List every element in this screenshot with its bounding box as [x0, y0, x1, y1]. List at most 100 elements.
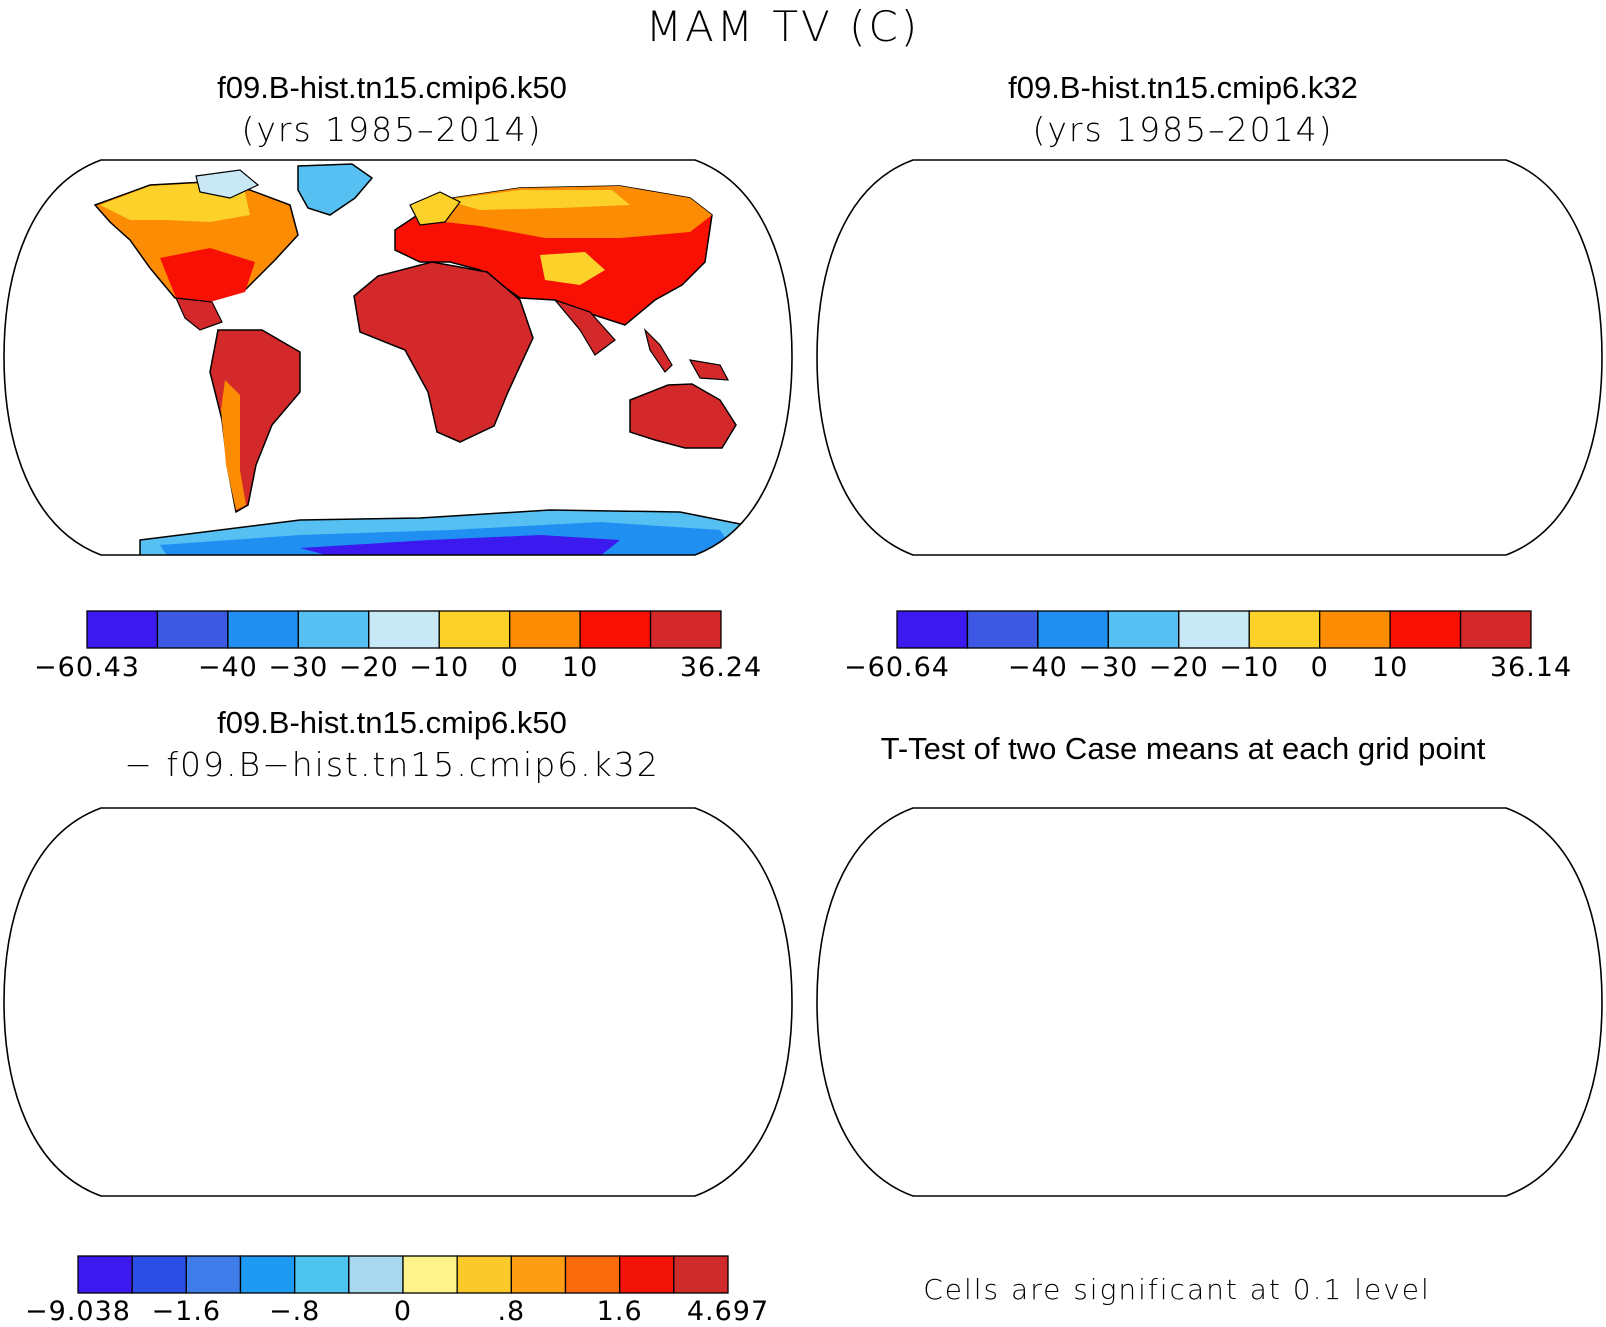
colorbar-case2	[896, 610, 1532, 649]
colorbar-swatch	[579, 610, 652, 649]
continent-australia	[1442, 384, 1548, 448]
greenland	[318, 812, 365, 838]
panel-subtitle-diff: − f09.B−hist.tn15.cmip6.k32	[124, 745, 660, 784]
colorbar-tick-label: −1.6	[151, 1296, 222, 1327]
colorbar-tick-label: .8	[497, 1296, 526, 1327]
colorbar-tick-label: −60.43	[34, 652, 140, 683]
colorbar-swatch	[368, 610, 440, 649]
continent-antarctica	[140, 1158, 760, 1218]
map-frame	[816, 159, 1603, 556]
colorbar-swatch	[673, 1255, 729, 1294]
colorbar-swatch	[156, 610, 229, 649]
colorbar-swatch	[1107, 610, 1180, 649]
colorbar-swatch	[297, 610, 370, 649]
colorbar-tick-label: 36.24	[679, 652, 763, 683]
continent-north-america	[95, 830, 298, 978]
colorbar-tick-label: 36.14	[1489, 652, 1573, 683]
continent-antarctica	[952, 1158, 1572, 1218]
colorbar-swatch	[966, 610, 1039, 649]
colorbar-swatch	[509, 610, 581, 649]
colorbar-swatch	[1389, 610, 1462, 649]
colorbar-swatch	[896, 610, 969, 649]
colorbar-tick-label: 4.697	[686, 1296, 770, 1327]
panel-subtitle-case1: (yrs 1985–2014)	[241, 110, 543, 149]
colorbar-tick-label: −20	[1148, 652, 1209, 683]
map-case2	[816, 159, 1603, 570]
continent-australia	[629, 383, 737, 449]
panel-title-diff: f09.B-hist.tn15.cmip6.k50	[217, 705, 567, 740]
continent-africa	[353, 261, 534, 443]
colorbar-tick-label: 10	[561, 652, 599, 683]
map-frame	[3, 807, 793, 1197]
colorbar-swatch	[649, 610, 722, 649]
map-ttest	[816, 807, 1603, 1218]
colorbar-tick-label: 0	[393, 1296, 413, 1327]
continent-eurasia	[1207, 186, 1524, 355]
continent-north-america	[907, 182, 1110, 330]
colorbar-swatch	[1037, 610, 1109, 649]
colorbar-swatch	[131, 1255, 187, 1294]
colorbar-tick-label: −40	[197, 652, 258, 683]
map-frame	[816, 807, 1603, 1197]
colorbar-swatch	[1319, 610, 1391, 649]
greenland	[1110, 164, 1184, 215]
colorbar-swatch	[619, 1255, 675, 1294]
continent-eurasia	[394, 185, 713, 356]
map-case1	[3, 159, 793, 556]
panel-subtitle-case2: (yrs 1985–2014)	[1032, 110, 1334, 149]
figure-title: MAM TV (C)	[645, 2, 921, 51]
colorbar-swatch	[1459, 610, 1532, 649]
greenland	[297, 163, 374, 216]
panel-title-ttest: T-Test of two Case means at each grid po…	[880, 731, 1486, 766]
continent-south-america	[210, 978, 300, 1160]
colorbar-swatch	[438, 610, 511, 649]
colorbar-tick-label: −40	[1007, 652, 1068, 683]
map-frame	[3, 159, 793, 556]
colorbar-swatch	[402, 1255, 458, 1294]
continent-eurasia	[395, 834, 712, 1003]
colorbar-tick-label: −9.038	[25, 1296, 131, 1327]
ttest-footnote: Cells are significant at 0.1 level	[923, 1273, 1431, 1306]
colorbar-swatch	[510, 1255, 567, 1294]
colorbar-tick-label: −10	[1219, 652, 1280, 683]
continent-africa	[1166, 262, 1345, 442]
colorbar-swatch	[564, 1255, 621, 1294]
continent-africa	[1166, 910, 1345, 1090]
colorbar-swatch	[1248, 610, 1321, 649]
colorbar-diff	[77, 1255, 729, 1294]
colorbar-swatch	[185, 1255, 242, 1294]
colorbar-case1	[86, 610, 722, 649]
colorbar-tick-label: 0	[1310, 652, 1329, 683]
colorbar-tick-label: −30	[268, 652, 329, 683]
colorbar-swatch	[86, 610, 159, 649]
colorbar-swatch	[227, 610, 299, 649]
continent-south-america	[1022, 330, 1112, 512]
continent-eurasia	[1207, 834, 1524, 1003]
continent-africa	[354, 910, 533, 1090]
colorbar-tick-label: −.8	[268, 1296, 321, 1327]
colorbar-swatch	[77, 1255, 133, 1294]
colorbar-swatch	[348, 1255, 404, 1294]
map-diff	[3, 807, 793, 1218]
colorbar-tick-label: 1.6	[596, 1296, 643, 1327]
continent-north-america	[907, 830, 1110, 978]
continent-antarctica	[139, 509, 761, 555]
colorbar-swatch	[1178, 610, 1250, 649]
colorbar-swatch	[294, 1255, 350, 1294]
panel-title-case2: f09.B-hist.tn15.cmip6.k32	[1008, 70, 1358, 105]
colorbar-swatch	[239, 1255, 296, 1294]
colorbar-tick-label: −60.64	[844, 652, 950, 683]
continent-south-america	[1022, 978, 1112, 1160]
colorbar-tick-label: −30	[1078, 652, 1139, 683]
colorbar-tick-label: −10	[409, 652, 470, 683]
continent-australia	[1442, 1032, 1548, 1096]
colorbar-swatch	[456, 1255, 512, 1294]
greenland	[1130, 812, 1177, 838]
colorbar-tick-label: 0	[500, 652, 519, 683]
colorbar-tick-label: 10	[1371, 652, 1409, 683]
panel-title-case1: f09.B-hist.tn15.cmip6.k50	[217, 70, 567, 105]
continent-australia	[630, 1032, 736, 1096]
colorbar-tick-label: −20	[338, 652, 399, 683]
continent-antarctica	[952, 510, 1572, 570]
